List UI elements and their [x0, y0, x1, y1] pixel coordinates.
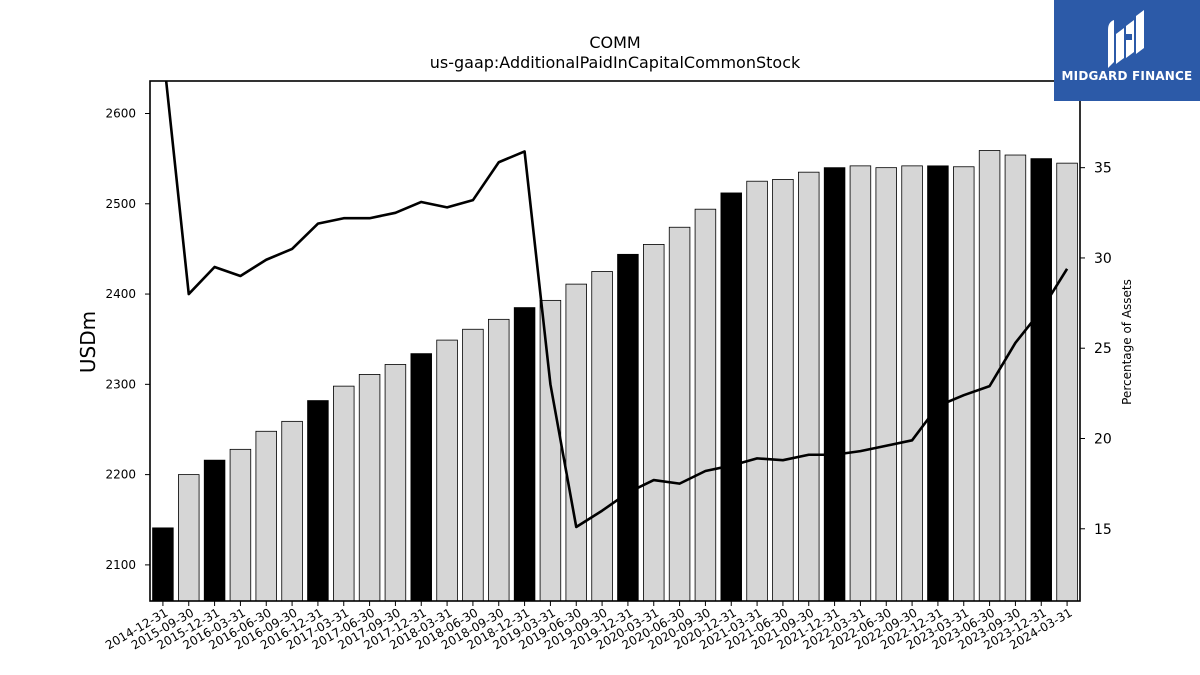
y-tick-label: 2300: [105, 377, 136, 391]
bar-2017-12-31: [410, 353, 432, 602]
bar-2018-03-31: [436, 339, 458, 602]
bar-2021-09-30: [798, 171, 820, 602]
bar-2019-03-31: [539, 299, 562, 602]
bar-2016-12-31: [307, 400, 329, 602]
y-axis-label: USDm: [76, 311, 100, 373]
y2-tick-label: 15: [1094, 522, 1112, 538]
brand-logo-text: MIDGARD FINANCE: [1061, 69, 1193, 83]
bar-2016-09-30: [281, 420, 303, 602]
bar-2017-09-30: [384, 364, 407, 602]
bar-2015-09-30: [178, 474, 200, 602]
y2-tick-label: 35: [1094, 161, 1112, 177]
bar-2020-06-30: [668, 226, 691, 602]
bar-2023-03-31: [953, 166, 975, 602]
bar-2022-03-31: [849, 165, 872, 602]
bar-2020-03-31: [643, 244, 665, 602]
bar-2020-12-31: [720, 192, 742, 602]
bar-2018-09-30: [488, 318, 510, 602]
bar-2016-03-31: [229, 448, 252, 602]
y-tick-label: 2200: [105, 468, 136, 482]
percentage-of-assets-line: [164, 81, 1069, 529]
chart-subtitle: us-gaap:AdditionalPaidInCapitalCommonSto…: [430, 53, 801, 72]
bar-2022-09-30: [901, 165, 923, 602]
bar-2023-09-30: [1004, 154, 1027, 602]
bar-2022-12-31: [927, 165, 949, 602]
bar-2014-12-31: [152, 527, 174, 602]
y2-tick-label: 20: [1094, 432, 1112, 448]
bar-2017-06-30: [358, 374, 381, 602]
bar-2022-06-30: [875, 167, 897, 602]
y2-tick-label: 25: [1094, 341, 1112, 357]
y2-tick-label: 30: [1094, 251, 1112, 267]
line-group: [164, 81, 1069, 529]
bar-2024-03-31: [1056, 162, 1078, 602]
y2-axis-label: Percentage of Assets: [1120, 279, 1134, 405]
bar-2016-06-30: [255, 430, 277, 602]
y-tick-label: 2100: [105, 558, 136, 572]
bar-2018-12-31: [513, 307, 536, 602]
y-tick-label: 2400: [105, 287, 136, 301]
bar-2020-09-30: [694, 208, 717, 602]
bars-group: [152, 150, 1078, 602]
bar-2019-09-30: [591, 271, 613, 602]
chart-title: COMM: [589, 33, 640, 52]
y-tick-label: 2600: [105, 107, 136, 121]
bar-2015-12-31: [203, 459, 226, 602]
bar-2021-03-31: [746, 180, 768, 602]
brand-logo: MIDGARD FINANCE: [1054, 0, 1200, 101]
plot-frame: [149, 80, 1081, 602]
bar-2023-12-31: [1030, 158, 1052, 602]
bar-2021-12-31: [823, 167, 846, 602]
bar-2019-12-31: [617, 253, 639, 602]
bar-2021-06-30: [772, 179, 794, 602]
midgard-logo-icon: [1108, 10, 1144, 68]
bar-2019-06-30: [565, 283, 587, 602]
y-tick-label: 2500: [105, 197, 136, 211]
bar-2017-03-31: [333, 385, 355, 602]
bar-2018-06-30: [462, 328, 484, 602]
